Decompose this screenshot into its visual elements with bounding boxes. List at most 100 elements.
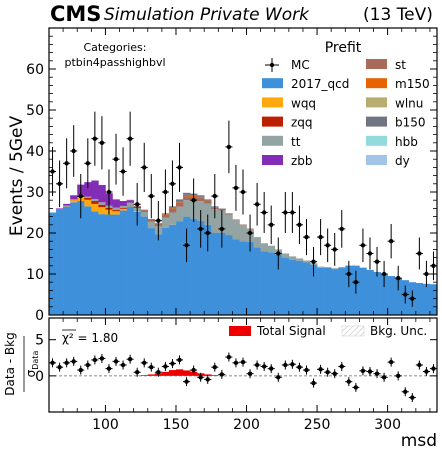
y-tick-label: 0 bbox=[35, 308, 44, 324]
bar-2017_qcd bbox=[168, 224, 177, 315]
x-tick-label: 300 bbox=[374, 417, 401, 433]
data-point bbox=[360, 243, 366, 248]
unc-legend-label: Bkg. Unc. bbox=[370, 324, 427, 338]
legend-swatch-zqq bbox=[262, 116, 283, 127]
pull-point bbox=[156, 370, 161, 375]
bar-st bbox=[204, 201, 212, 204]
pull-point bbox=[283, 362, 288, 368]
pull-point bbox=[64, 360, 69, 366]
bar-2017_qcd bbox=[225, 235, 233, 315]
simulation-label: Simulation Private Work bbox=[104, 5, 309, 25]
pull-point bbox=[170, 361, 175, 366]
legend-label-hbb: hbb bbox=[395, 135, 418, 149]
bar-zbb bbox=[98, 185, 106, 203]
bar-2017_qcd bbox=[267, 252, 276, 315]
y-tick-label: 60 bbox=[26, 62, 44, 78]
data-point bbox=[99, 140, 105, 145]
bar-2017_qcd bbox=[373, 271, 381, 315]
pull-point bbox=[431, 366, 436, 371]
pull-point bbox=[78, 367, 83, 373]
bar-zbb bbox=[56, 208, 64, 210]
bar-tt bbox=[84, 196, 92, 198]
bar-tt bbox=[112, 207, 120, 211]
unc-legend-swatch bbox=[341, 325, 365, 337]
bar-2017_qcd bbox=[246, 242, 254, 315]
data-point bbox=[177, 165, 182, 170]
bar-wqq bbox=[70, 200, 78, 203]
bar-st bbox=[225, 213, 233, 215]
bar-tt bbox=[211, 209, 219, 233]
legend-mc-marker bbox=[269, 62, 275, 68]
bar-tt bbox=[225, 214, 233, 236]
bar-b150 bbox=[197, 195, 205, 197]
pull-point bbox=[318, 367, 323, 372]
pull-point bbox=[142, 360, 147, 366]
bar-zbb bbox=[126, 200, 134, 203]
legend-label-MC: MC bbox=[291, 58, 310, 72]
bar-b150 bbox=[204, 199, 212, 201]
pull-point bbox=[85, 362, 91, 368]
bar-2017_qcd bbox=[239, 241, 247, 315]
x-tick-label: 100 bbox=[92, 417, 119, 433]
legend-label-wlnu: wlnu bbox=[395, 96, 423, 110]
pull-point bbox=[410, 395, 415, 400]
data-point bbox=[290, 210, 295, 215]
pull-point bbox=[134, 370, 140, 375]
pull-point bbox=[120, 362, 126, 368]
data-point bbox=[149, 193, 154, 199]
pull-point bbox=[219, 372, 225, 377]
bar-tt bbox=[140, 211, 149, 217]
pull-y-label-main: Data - Bkg bbox=[3, 332, 17, 395]
bar-tt bbox=[126, 202, 134, 206]
y-tick-label: 50 bbox=[26, 103, 44, 119]
bar-2017_qcd bbox=[331, 269, 339, 315]
experiment-label: CMS bbox=[50, 2, 102, 26]
signal-legend-label: Total Signal bbox=[256, 324, 326, 338]
data-point bbox=[311, 259, 316, 264]
pull-point bbox=[360, 368, 366, 373]
y-axis-label: Events / 5GeV bbox=[7, 116, 27, 237]
bar-2017_qcd bbox=[140, 216, 149, 315]
legend-swatch-tt bbox=[262, 135, 283, 146]
bar-2017_qcd bbox=[281, 257, 290, 315]
data-point bbox=[318, 234, 323, 240]
legend-swatch-st bbox=[366, 59, 387, 69]
pull-point bbox=[417, 362, 422, 368]
data-point bbox=[325, 243, 330, 248]
bar-2017_qcd bbox=[183, 216, 191, 315]
data-point bbox=[142, 165, 147, 170]
x-tick-label: 200 bbox=[233, 417, 260, 433]
bar-2017_qcd bbox=[49, 212, 57, 315]
x-tick-label: 150 bbox=[163, 417, 190, 433]
bar-2017_qcd bbox=[147, 228, 156, 315]
legend-swatch-wqq bbox=[262, 97, 283, 108]
bar-tt bbox=[302, 260, 311, 263]
pull-point bbox=[396, 373, 401, 379]
data-point bbox=[353, 280, 359, 285]
data-point bbox=[134, 202, 140, 207]
bar-tt bbox=[324, 267, 332, 268]
bar-2017_qcd bbox=[274, 254, 283, 315]
pull-point bbox=[254, 362, 260, 368]
bar-2017_qcd bbox=[288, 259, 297, 315]
bar-tt bbox=[260, 243, 268, 252]
bar-2017_qcd bbox=[366, 269, 374, 315]
bar-tt bbox=[317, 266, 325, 268]
pull-point bbox=[339, 364, 344, 369]
pull-point bbox=[163, 364, 168, 369]
pull-point bbox=[367, 369, 373, 374]
legend-title: Prefit bbox=[325, 40, 362, 56]
bar-st bbox=[183, 196, 191, 201]
bar-2017_qcd bbox=[302, 262, 311, 315]
pull-point bbox=[113, 359, 119, 364]
bar-zbb bbox=[91, 180, 99, 199]
bar-m150 bbox=[175, 201, 184, 203]
pull-point bbox=[353, 385, 359, 390]
pull-point bbox=[57, 364, 62, 370]
pull-point bbox=[212, 364, 217, 370]
bar-zqq bbox=[84, 197, 92, 200]
legend-swatch-wlnu bbox=[366, 97, 387, 108]
bar-2017_qcd bbox=[253, 247, 261, 315]
pull-content bbox=[49, 352, 437, 403]
